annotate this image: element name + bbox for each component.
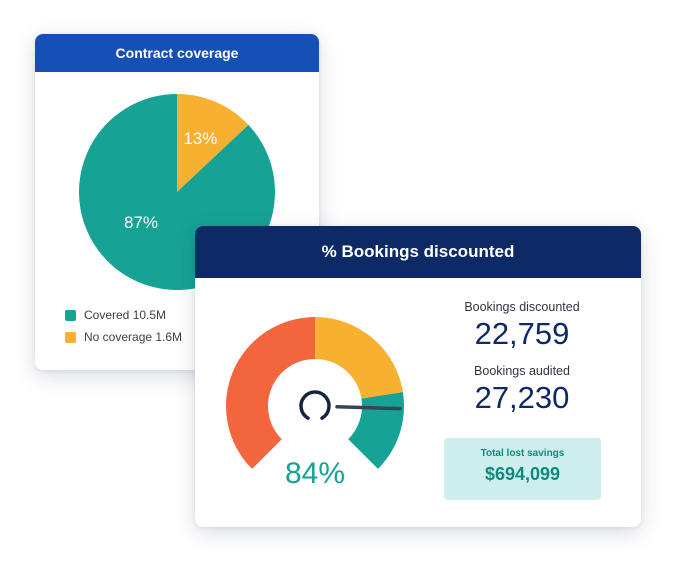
pie-slice-no-coverage — [177, 94, 249, 192]
total-lost-savings-label: Total lost savings — [480, 448, 565, 459]
gauge-needle — [335, 404, 402, 411]
stat-value-bookings-audited: 27,230 — [474, 380, 570, 415]
pie-label-covered: 87% — [124, 213, 158, 232]
gauge-band-2 — [348, 392, 404, 469]
legend-label-covered: Covered 10.5M — [84, 308, 167, 322]
stat-label-bookings-discounted: Bookings discounted — [464, 300, 580, 314]
bookings-gauge-chart: 84% — [226, 317, 404, 490]
stat-bookings-discounted: Bookings discounted 22,759 — [437, 300, 607, 352]
bookings-discounted-title: % Bookings discounted — [195, 226, 641, 278]
pie-label-no-coverage: 13% — [183, 129, 217, 148]
legend-item-covered: Covered 10.5M — [65, 304, 182, 326]
total-lost-savings-value: $694,099 — [484, 464, 561, 484]
bookings-discounted-card: % Bookings discounted 84% Bookings disco… — [195, 226, 641, 527]
stat-value-bookings-discounted: 22,759 — [474, 316, 570, 351]
legend-label-no-coverage: No coverage 1.6M — [84, 330, 183, 344]
stat-bookings-audited: Bookings audited 27,230 — [437, 364, 607, 416]
contract-coverage-title: Contract coverage — [35, 34, 319, 72]
gauge-hub — [299, 390, 331, 420]
coverage-legend: Covered 10.5M No coverage 1.6M — [65, 304, 182, 348]
gauge-band-0 — [226, 317, 315, 469]
legend-swatch-covered — [65, 309, 76, 321]
legend-item-no-coverage: No coverage 1.6M — [65, 326, 182, 348]
gauge-band-1 — [315, 317, 403, 399]
stat-label-bookings-audited: Bookings audited — [474, 364, 570, 378]
legend-swatch-no-coverage — [65, 331, 76, 343]
total-lost-savings-box: Total lost savings $694,099 — [444, 438, 601, 500]
gauge-value-label: 84% — [285, 457, 345, 490]
